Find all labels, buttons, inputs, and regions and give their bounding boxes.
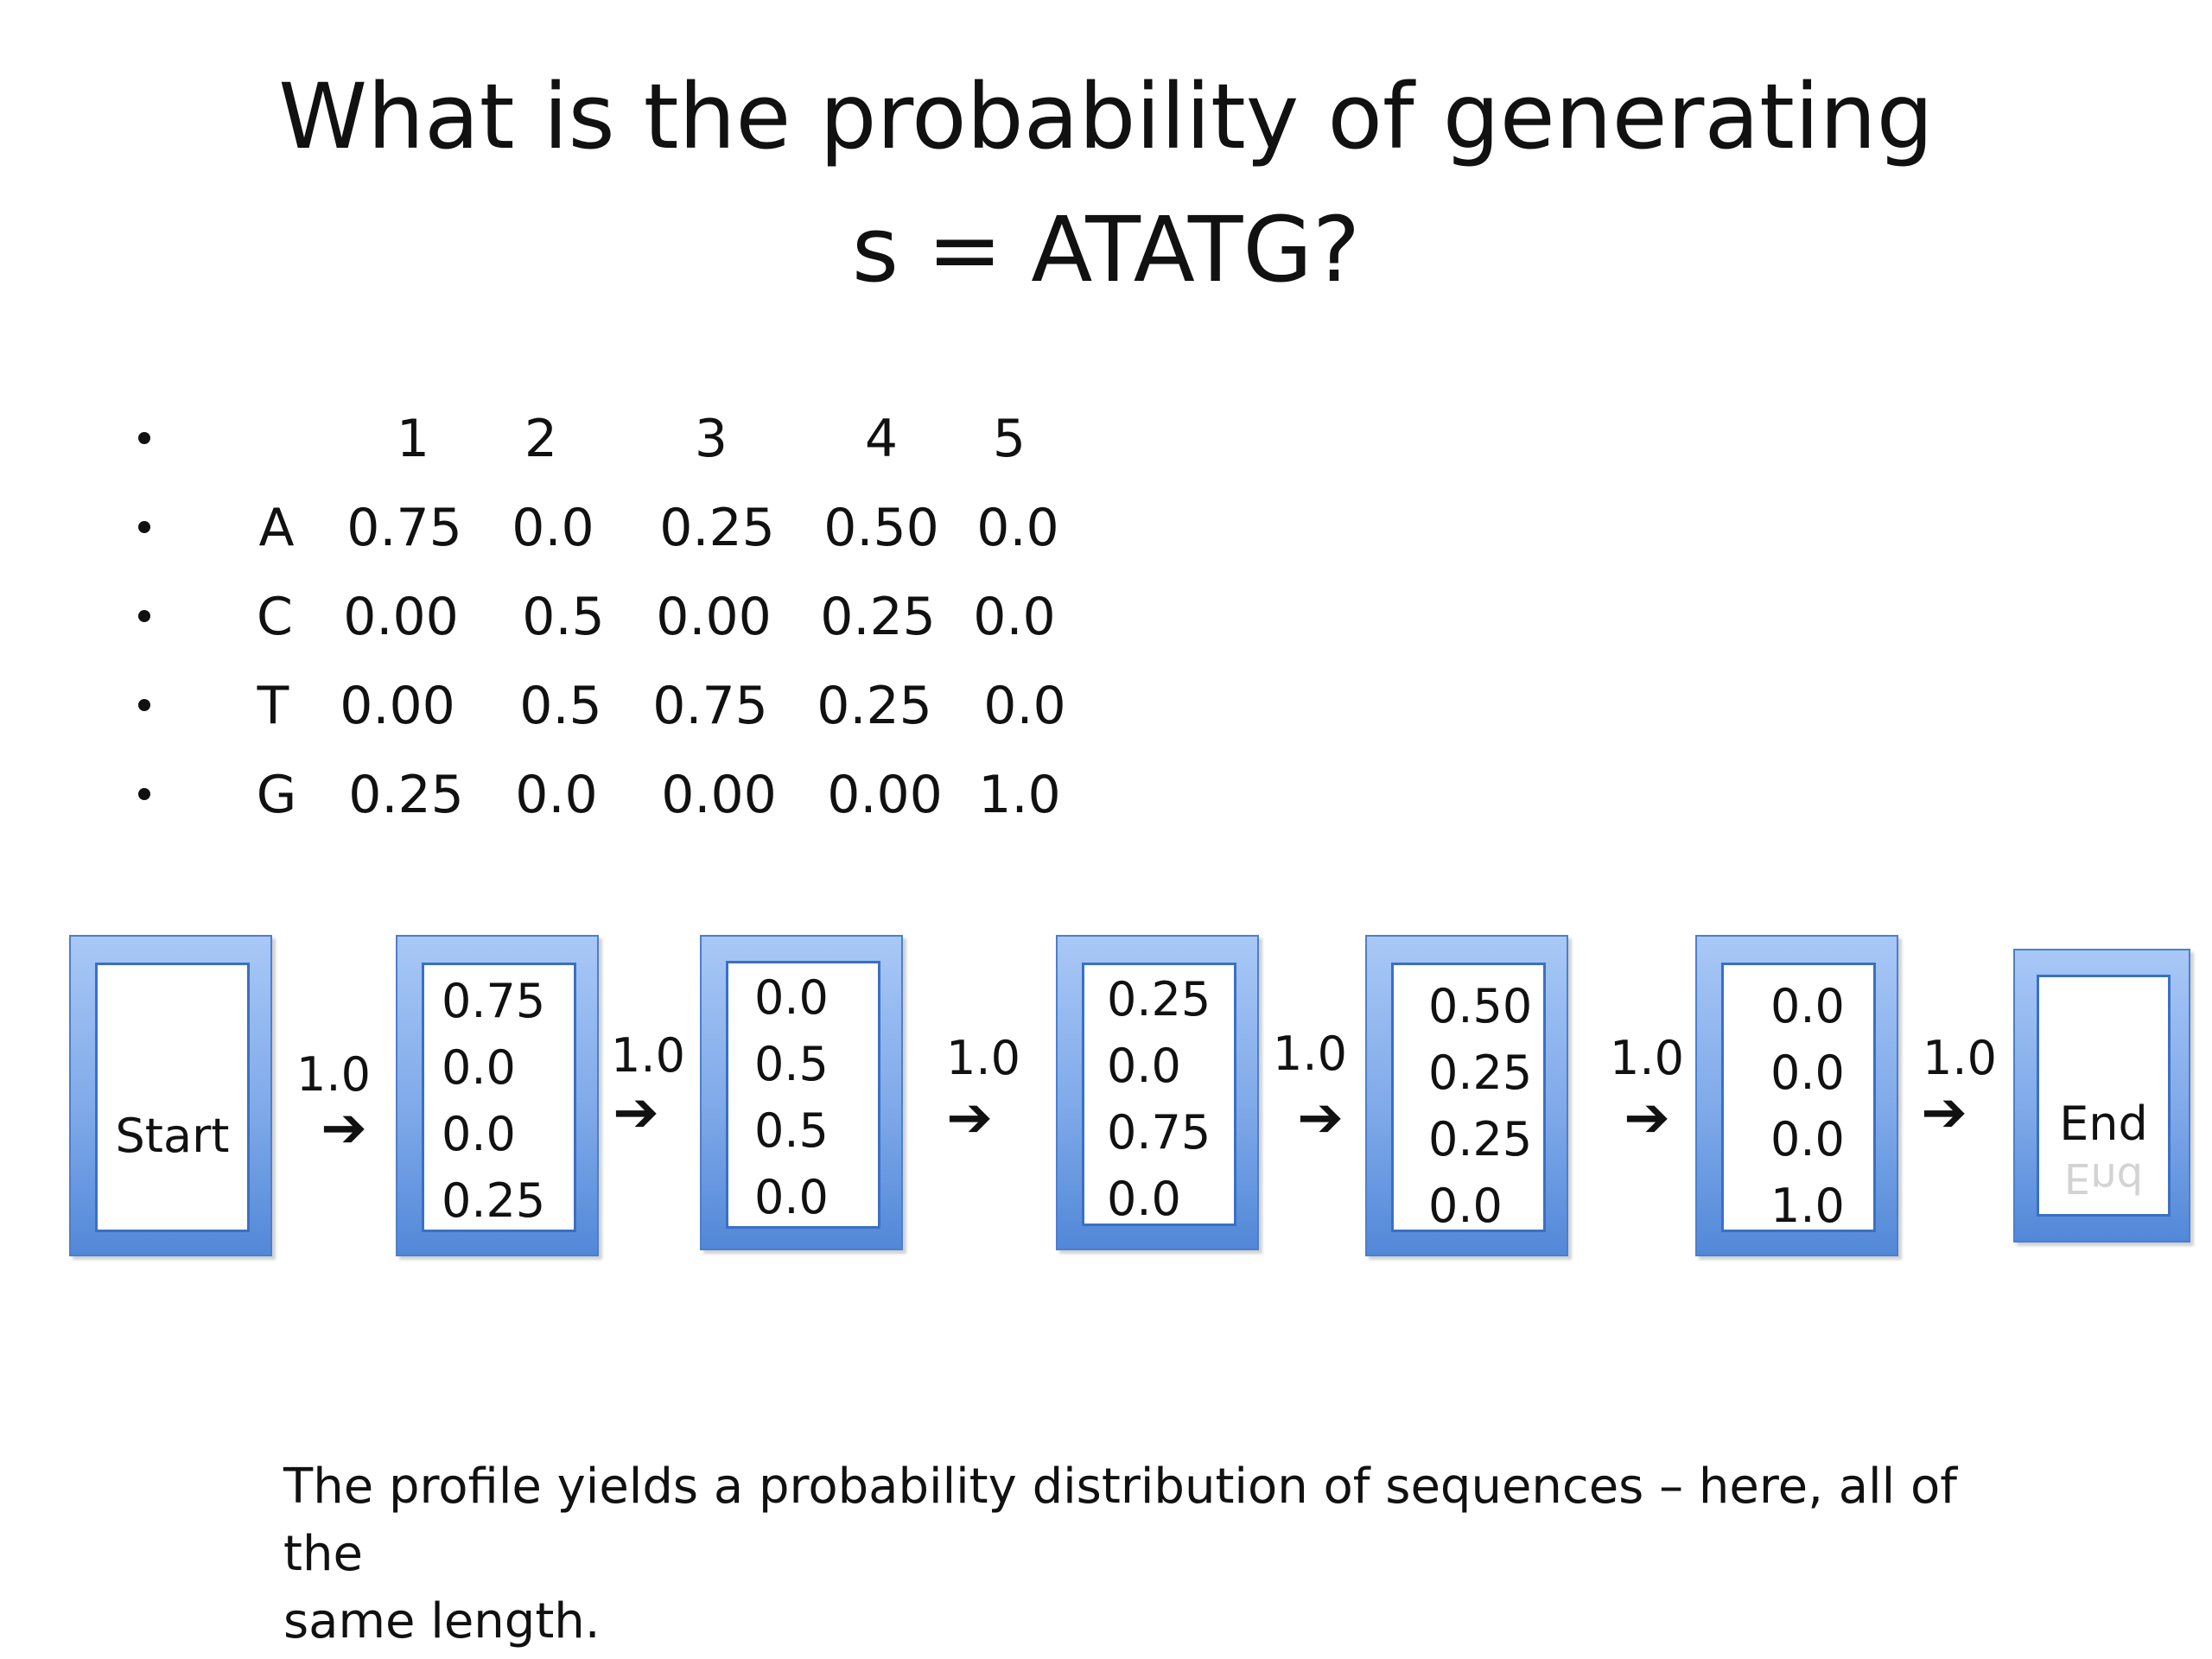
row-symbol: C xyxy=(257,587,293,647)
footer-caption-line-2: same length. xyxy=(283,1593,601,1649)
state-emission-value: 0.50 xyxy=(1428,979,1533,1033)
state-emission-value: 0.0 xyxy=(1770,1112,1845,1166)
table-cell: 0.25 xyxy=(817,676,932,736)
state-emission-value: 0.25 xyxy=(1428,1112,1533,1166)
table-cell: 0.0 xyxy=(512,498,594,558)
state-emission-value: 0.0 xyxy=(1107,1039,1181,1093)
arrow-right-icon: ➔ xyxy=(613,1081,659,1145)
column-header: 2 xyxy=(524,409,558,469)
transition-probability: 1.0 xyxy=(1273,1027,1347,1081)
state-emission-value: 0.0 xyxy=(754,1170,829,1224)
table-cell: 1.0 xyxy=(978,765,1061,825)
table-cell: 0.25 xyxy=(659,498,775,558)
table-cell: 0.0 xyxy=(983,676,1066,736)
table-cell: 0.75 xyxy=(652,676,768,736)
state-emission-value: 0.0 xyxy=(754,970,829,1025)
bullet-icon xyxy=(138,699,150,711)
table-cell: 0.00 xyxy=(343,587,459,647)
column-header: 4 xyxy=(864,409,899,469)
state-emission-value: 0.25 xyxy=(1428,1046,1533,1100)
arrow-right-icon: ➔ xyxy=(946,1086,993,1150)
table-cell: 0.75 xyxy=(346,498,462,558)
transition-probability: 1.0 xyxy=(296,1047,371,1102)
end-state: End End xyxy=(2013,949,2190,1243)
state-emission-value: 0.75 xyxy=(442,974,546,1028)
transition-probability: 1.0 xyxy=(611,1028,685,1083)
bullet-icon xyxy=(138,521,150,533)
start-state: Start xyxy=(69,935,272,1256)
arrow-right-icon: ➔ xyxy=(321,1096,367,1160)
table-cell: 0.25 xyxy=(348,765,464,825)
column-header: 3 xyxy=(694,409,728,469)
start-state-label: Start xyxy=(115,1109,230,1163)
column-header: 1 xyxy=(396,409,430,469)
arrow-right-icon: ➔ xyxy=(1921,1081,1967,1145)
transition-probability: 1.0 xyxy=(946,1031,1020,1085)
position-state-2: 0.0 0.5 0.5 0.0 xyxy=(700,935,903,1250)
state-emission-value: 0.25 xyxy=(1107,972,1211,1027)
state-emission-value: 0.0 xyxy=(1107,1172,1181,1226)
bullet-icon xyxy=(138,432,150,444)
position-state-1: 0.75 0.0 0.0 0.25 xyxy=(396,935,599,1256)
state-emission-value: 1.0 xyxy=(1770,1179,1845,1233)
row-symbol: T xyxy=(257,676,289,736)
table-cell: 0.25 xyxy=(820,587,936,647)
arrow-right-icon: ➔ xyxy=(1297,1086,1344,1150)
row-symbol: A xyxy=(258,498,295,558)
state-emission-value: 0.5 xyxy=(754,1103,829,1158)
footer-caption-line-1: The profile yields a probability distrib… xyxy=(283,1459,1957,1582)
slide-title-line-1: What is the probability of generating xyxy=(278,64,1934,169)
table-cell: 0.0 xyxy=(973,587,1056,647)
table-cell: 0.5 xyxy=(522,587,605,647)
arrow-right-icon: ➔ xyxy=(1624,1086,1670,1150)
position-state-4: 0.50 0.25 0.25 0.0 xyxy=(1365,935,1568,1256)
state-emission-value: 0.0 xyxy=(1770,979,1845,1033)
state-emission-value: 0.5 xyxy=(754,1037,829,1091)
state-emission-value: 0.0 xyxy=(1428,1179,1503,1233)
table-cell: 0.0 xyxy=(976,498,1059,558)
state-emission-value: 0.0 xyxy=(442,1040,516,1095)
bullet-icon xyxy=(138,610,150,622)
table-cell: 0.00 xyxy=(656,587,772,647)
end-label-reflection: End xyxy=(2063,1154,2144,1202)
table-cell: 0.00 xyxy=(827,765,943,825)
end-state-label: End xyxy=(2059,1096,2148,1151)
column-header: 5 xyxy=(992,409,1027,469)
slide-title: What is the probability of generating s … xyxy=(0,50,2212,316)
table-cell: 0.00 xyxy=(661,765,777,825)
table-cell: 0.50 xyxy=(823,498,939,558)
position-state-5: 0.0 0.0 0.0 1.0 xyxy=(1695,935,1898,1256)
state-emission-value: 0.0 xyxy=(442,1107,516,1161)
position-state-3: 0.25 0.0 0.75 0.0 xyxy=(1056,935,1259,1250)
table-cell: 0.0 xyxy=(515,765,598,825)
transition-probability: 1.0 xyxy=(1923,1031,1997,1085)
footer-caption: The profile yields a probability distrib… xyxy=(283,1453,2012,1656)
transition-probability: 1.0 xyxy=(1610,1031,1684,1085)
state-emission-value: 0.75 xyxy=(1107,1105,1211,1160)
slide-title-line-2: s = ATATG? xyxy=(851,197,1361,302)
table-cell: 0.00 xyxy=(340,676,455,736)
row-symbol: G xyxy=(256,765,297,825)
state-emission-value: 0.0 xyxy=(1770,1046,1845,1100)
table-cell: 0.5 xyxy=(519,676,602,736)
state-emission-value: 0.25 xyxy=(442,1173,546,1228)
bullet-icon xyxy=(138,788,150,800)
